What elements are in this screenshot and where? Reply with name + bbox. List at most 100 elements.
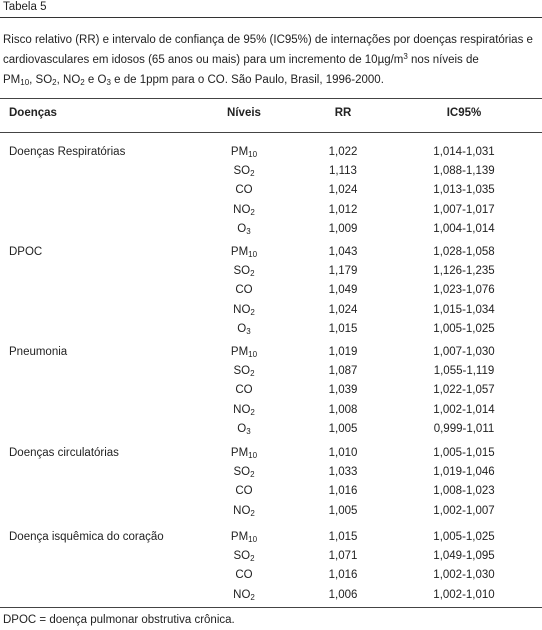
rr-value: 1,022 <box>328 146 358 158</box>
rr-value: 1,087 <box>328 365 358 378</box>
table-label: Tabela 5 <box>3 1 47 13</box>
header-bottom-rule <box>0 132 542 133</box>
rr-value: 1,071 <box>328 550 358 563</box>
pollutant-subscript: 2 <box>250 307 255 317</box>
pollutant-level: NO2 <box>212 203 276 217</box>
pollutant-level: CO <box>212 568 276 582</box>
rr-value: 1,009 <box>328 222 358 235</box>
rr-value: 1,005 <box>328 422 358 435</box>
pollutant-level: SO2 <box>212 549 276 563</box>
ci95-value: 1,005-1,015 <box>433 447 495 459</box>
pollutant-symbol: NO <box>233 504 251 517</box>
pollutant-subscript: 2 <box>250 207 255 217</box>
rr-value: 1,008 <box>328 403 358 416</box>
pollutant-level: PM10 <box>212 530 276 544</box>
pollutant-symbol: SO <box>233 365 251 378</box>
disease-name: DPOC <box>9 246 43 258</box>
rr-value: 1,012 <box>328 203 358 216</box>
rr-value: 1,015 <box>328 531 358 543</box>
pollutant-symbol: PM <box>230 146 249 158</box>
pollutant-subscript: 10 <box>248 535 258 544</box>
pollutant-subscript: 2 <box>250 470 255 480</box>
ci95-value: 1,023-1,076 <box>433 284 495 297</box>
pollutant-subscript: 2 <box>250 169 255 179</box>
pollutant-symbol: SO <box>233 466 251 479</box>
rr-value: 1,019 <box>328 346 358 358</box>
header-ic95: IC95% <box>446 107 482 119</box>
ci95-value: 1,015-1,034 <box>433 303 495 316</box>
pollutant-level: NO2 <box>212 303 276 317</box>
pollutant-subscript: 2 <box>250 369 255 379</box>
pollutant-level: SO2 <box>212 164 276 178</box>
ci95-value: 1,126-1,235 <box>433 265 495 278</box>
pollutant-level: NO2 <box>212 588 276 602</box>
rr-value: 1,015 <box>328 322 358 335</box>
pollutant-level: PM10 <box>212 145 276 159</box>
ci95-value: 1,007-1,030 <box>433 346 495 358</box>
rr-value: 1,010 <box>328 447 358 459</box>
pollutant-subscript: 3 <box>246 226 251 236</box>
pollutant-level: PM10 <box>212 446 276 460</box>
header-niveis: Níveis <box>227 107 261 119</box>
ci95-value: 1,088-1,139 <box>433 165 495 178</box>
pollutant-subscript: 2 <box>250 269 255 279</box>
pollutant-level: CO <box>212 383 276 397</box>
rr-value: 1,113 <box>329 165 357 178</box>
pollutant-symbol: O <box>237 222 247 235</box>
pollutant-level: O3 <box>212 222 276 236</box>
pollutant-subscript: 2 <box>250 554 255 564</box>
pollutant-subscript: 2 <box>250 407 255 417</box>
rr-value: 1,043 <box>328 246 358 258</box>
pollutant-subscript: 10 <box>248 350 258 359</box>
header-rr: RR <box>334 107 352 119</box>
ci95-value: 1,004-1,014 <box>433 222 495 235</box>
ci95-value: 1,002-1,010 <box>433 588 495 601</box>
ci95-value: 1,005-1,025 <box>433 322 495 335</box>
pollutant-subscript: 3 <box>246 326 251 336</box>
rr-value: 1,024 <box>328 184 358 197</box>
pollutant-level: O3 <box>212 422 276 436</box>
table-caption: Risco relativo (RR) e intervalo de confi… <box>3 34 533 87</box>
pollutant-symbol: O <box>237 322 247 335</box>
ci95-value: 1,014-1,031 <box>433 146 495 158</box>
pollutant-symbol: NO <box>233 203 251 216</box>
rr-value: 1,033 <box>328 466 358 479</box>
ci95-value: 1,055-1,119 <box>433 365 495 378</box>
rr-value: 1,005 <box>328 504 358 517</box>
disease-name: Doenças circulatórias <box>9 447 119 459</box>
pollutant-level: SO2 <box>212 264 276 278</box>
pollutant-symbol: SO <box>233 265 251 278</box>
rr-value: 1,006 <box>328 588 358 601</box>
ci95-value: 1,005-1,025 <box>433 531 495 543</box>
rr-value: 1,016 <box>328 485 358 498</box>
rr-value: 1,049 <box>328 284 358 297</box>
pollutant-subscript: 2 <box>250 508 255 518</box>
pollutant-symbol: NO <box>233 588 251 601</box>
pollutant-subscript: 10 <box>248 451 258 460</box>
pollutant-symbol: NO <box>233 403 251 416</box>
pollutant-level: O3 <box>212 322 276 336</box>
pollutant-symbol: CO <box>235 384 253 397</box>
pollutant-symbol: CO <box>235 569 253 582</box>
ci95-value: 0,999-1,011 <box>433 422 495 435</box>
pollutant-symbol: CO <box>235 284 253 297</box>
pollutant-level: CO <box>212 283 276 297</box>
rr-value: 1,039 <box>328 384 358 397</box>
disease-name: Pneumonia <box>9 346 68 358</box>
ci95-value: 1,013-1,035 <box>433 184 495 197</box>
top-divider <box>0 17 542 18</box>
header-doencas: Doenças <box>9 107 57 119</box>
pollutant-level: CO <box>212 484 276 498</box>
pollutant-symbol: O <box>237 422 247 435</box>
pollutant-symbol: NO <box>233 303 251 316</box>
ci95-value: 1,008-1,023 <box>433 485 495 498</box>
rr-value: 1,016 <box>328 569 358 582</box>
ci95-value: 1,019-1,046 <box>433 466 495 479</box>
pollutant-symbol: CO <box>235 485 253 498</box>
rr-value: 1,179 <box>328 265 358 278</box>
pollutant-level: NO2 <box>212 504 276 518</box>
ci95-value: 1,002-1,030 <box>433 569 495 582</box>
rr-value: 1,024 <box>328 303 358 316</box>
table-bottom-rule <box>0 607 542 608</box>
